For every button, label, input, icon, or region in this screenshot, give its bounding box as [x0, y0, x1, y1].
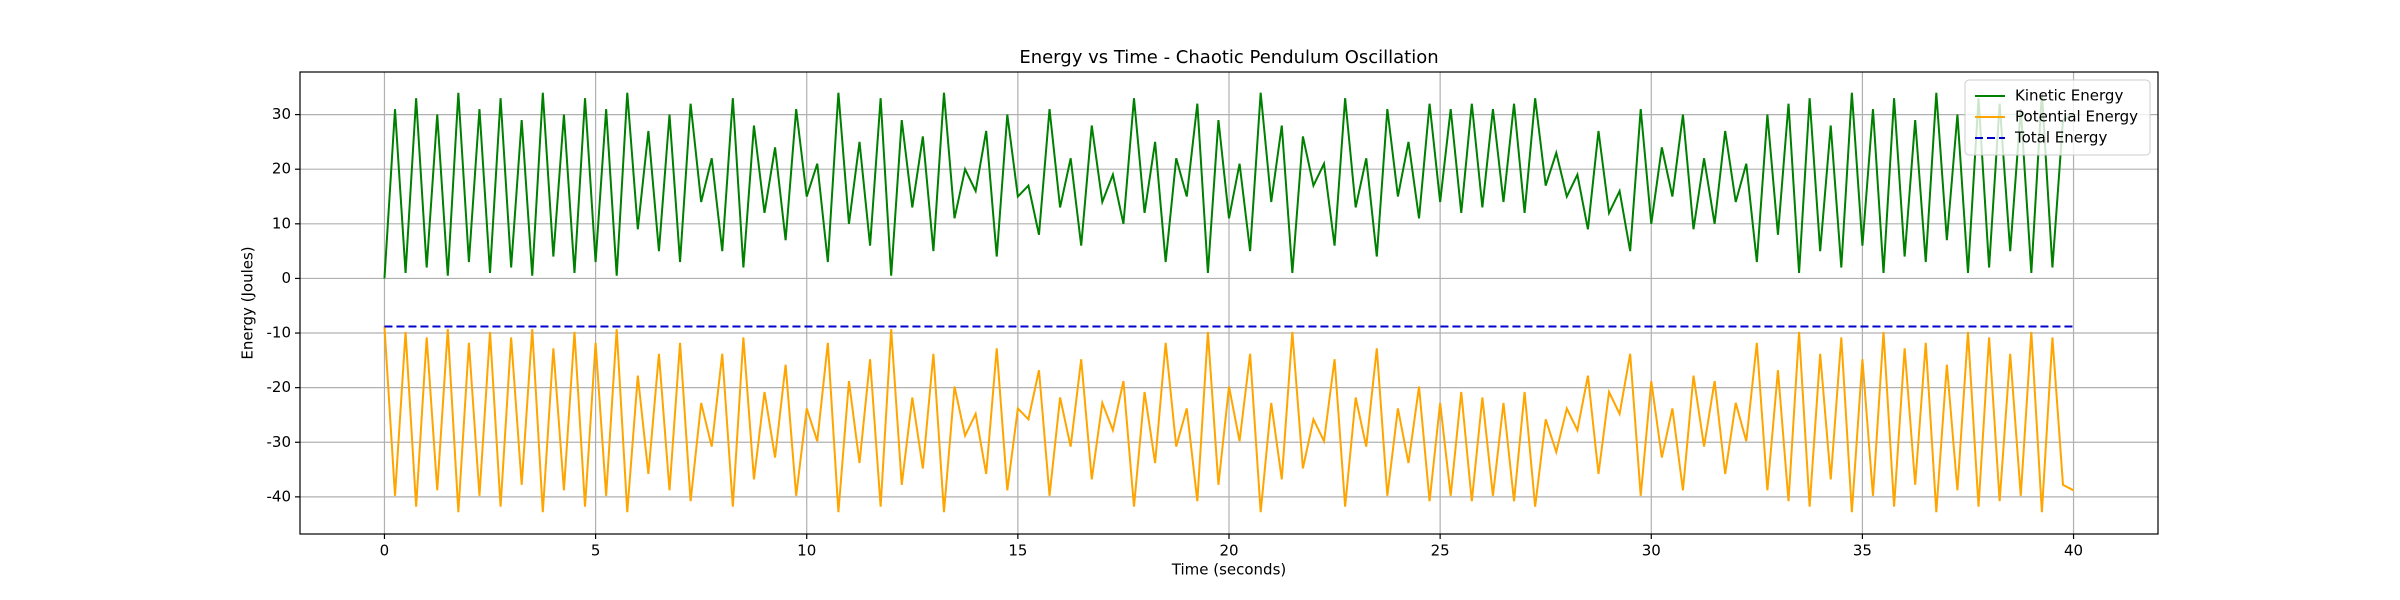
- legend-box: [1964, 79, 2151, 156]
- plot-frame: [299, 71, 2159, 535]
- x-axis-label: Time (seconds): [1171, 561, 1287, 579]
- legend-label: Kinetic Energy: [2015, 87, 2123, 105]
- x-tick-label: 25: [1431, 542, 1450, 560]
- x-tick-label: 5: [591, 542, 601, 560]
- series-line: [383, 92, 2075, 279]
- y-tick-label: 0: [281, 269, 291, 287]
- y-axis-label: Energy (Joules): [239, 246, 257, 359]
- x-tick-label: 30: [1642, 542, 1661, 560]
- x-tick-label: 20: [1219, 542, 1238, 560]
- y-tick-label: -40: [267, 487, 292, 505]
- y-tick-label: 10: [272, 214, 291, 232]
- chart-title: Energy vs Time - Chaotic Pendulum Oscill…: [1019, 47, 1438, 68]
- y-tick-label: -20: [267, 378, 292, 396]
- y-tick-label: 20: [272, 160, 291, 178]
- x-tick-label: 10: [797, 542, 816, 560]
- legend-label: Potential Energy: [2015, 108, 2138, 126]
- x-tick-label: 35: [1853, 542, 1872, 560]
- series-line: [383, 326, 2075, 513]
- y-tick-label: -30: [267, 433, 292, 451]
- legend: Kinetic Energy Potential Energy Total Ener…: [1964, 79, 2151, 156]
- x-tick-label: 0: [380, 542, 390, 560]
- x-tick-label: 15: [1008, 542, 1027, 560]
- y-tick-label: 30: [272, 105, 291, 123]
- y-tick-label: -10: [267, 324, 292, 342]
- legend-label: Total Energy: [2014, 129, 2107, 147]
- x-tick-label: 40: [2064, 542, 2083, 560]
